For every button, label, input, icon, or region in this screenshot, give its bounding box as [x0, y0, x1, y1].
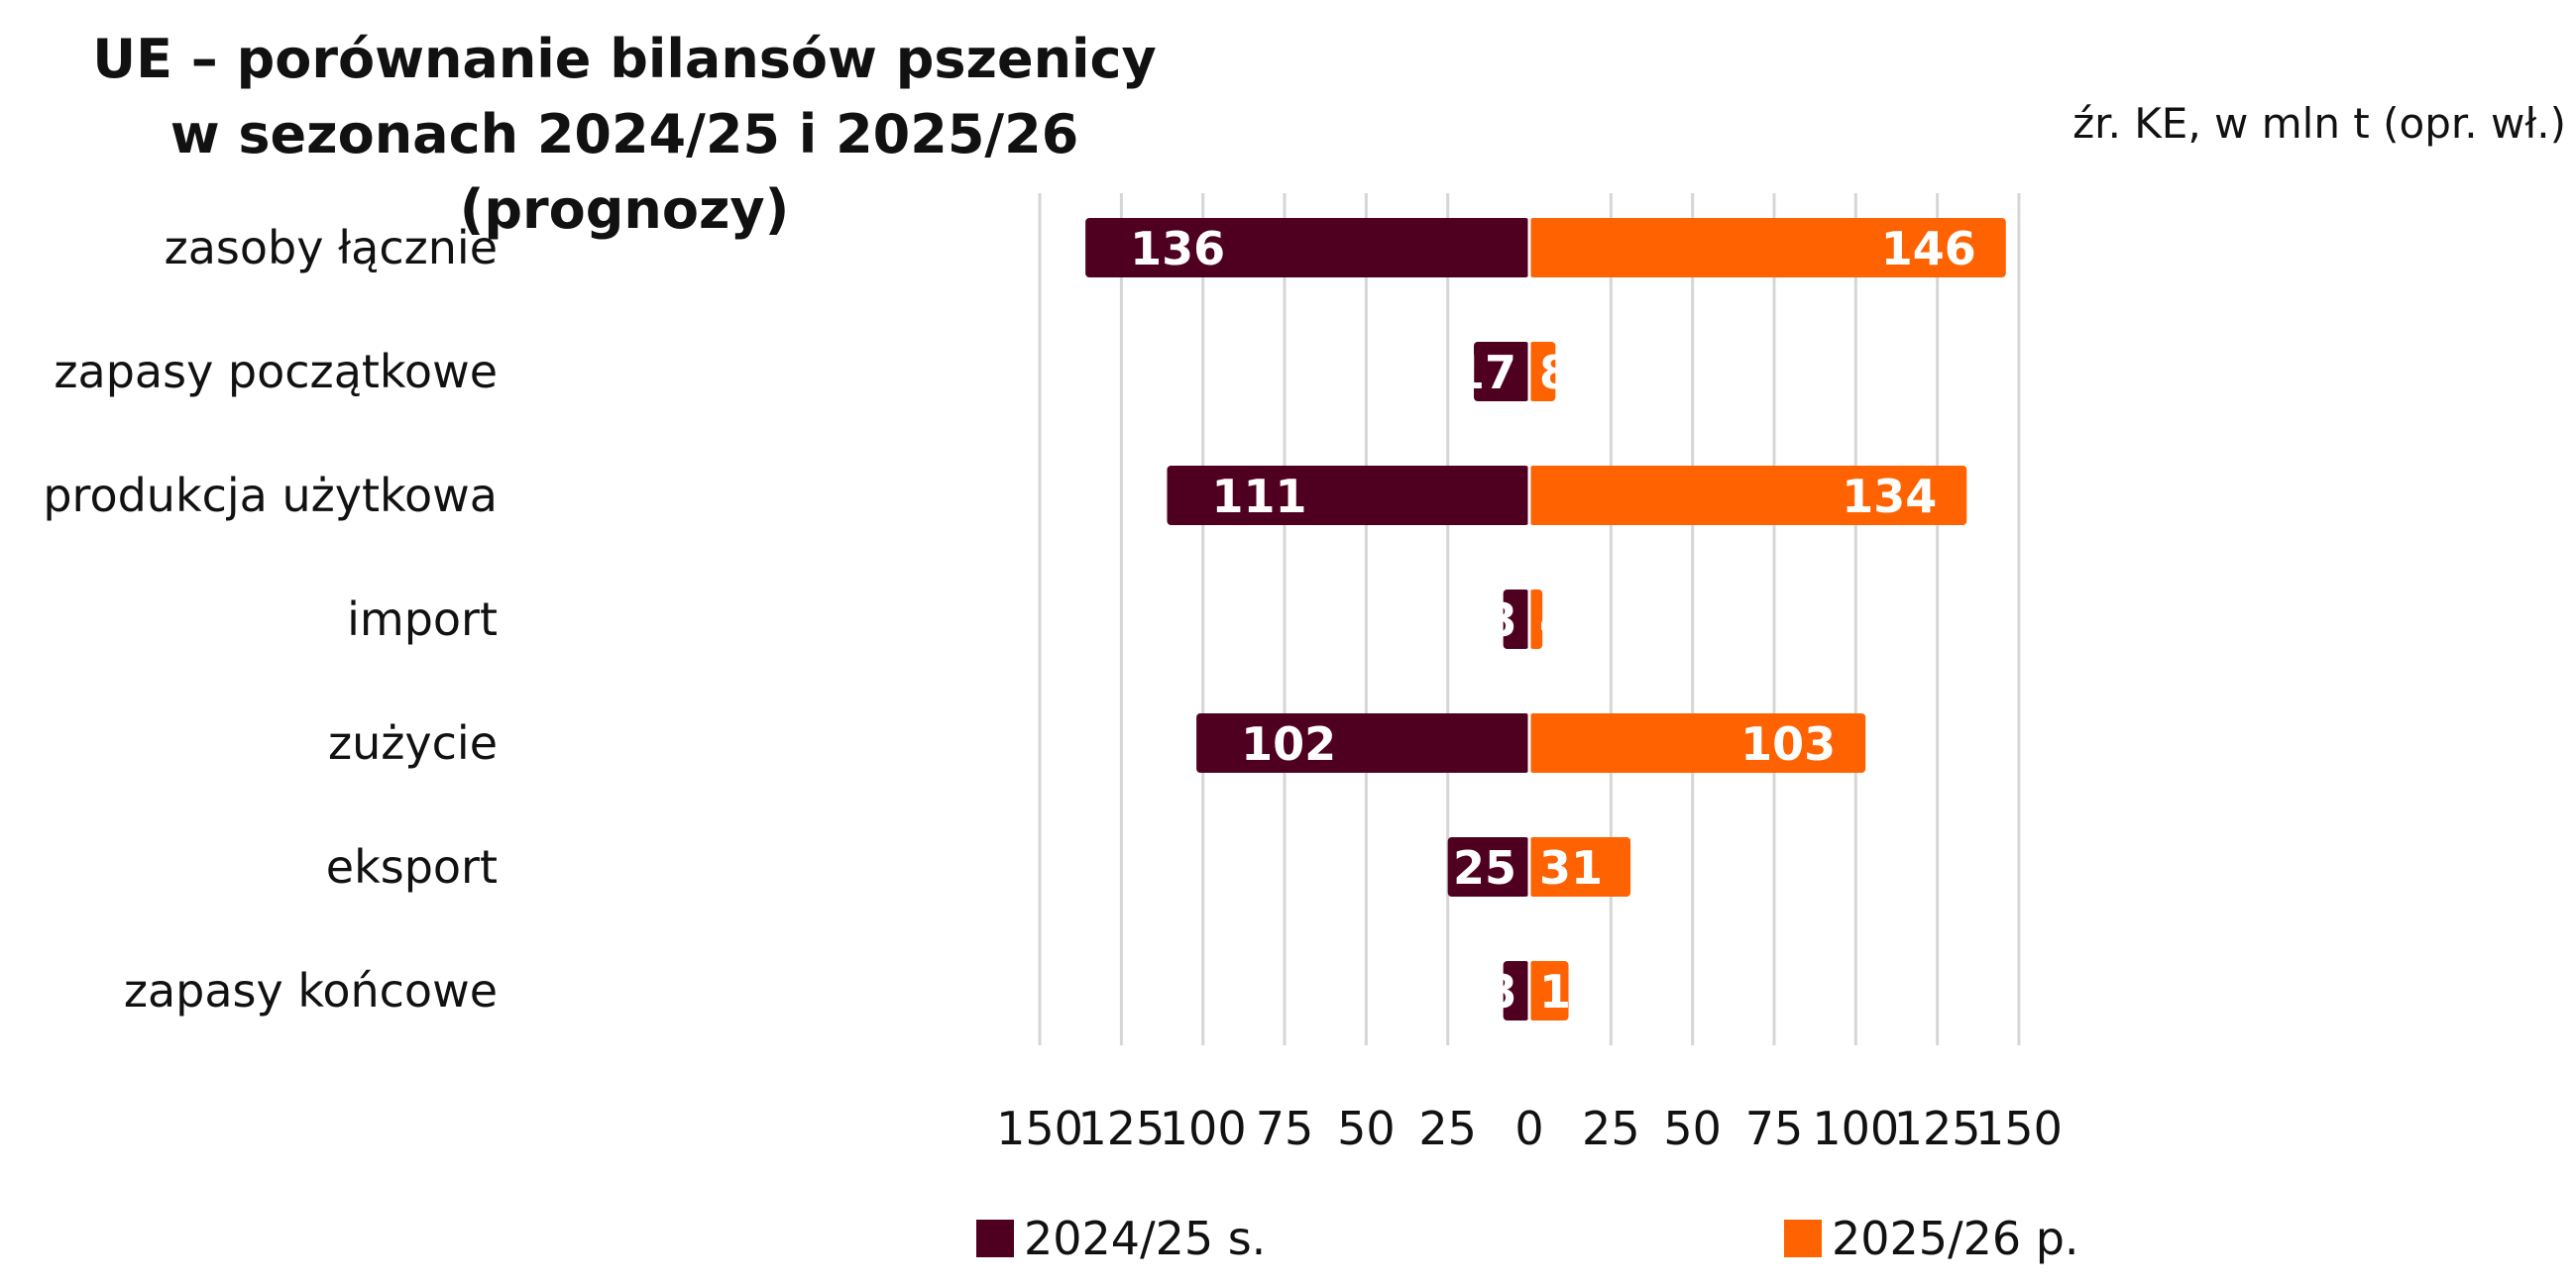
x-tick-label: 125	[1894, 1102, 1981, 1155]
category-label-zapasy-poczatkowe: zapasy początkowe	[54, 345, 498, 398]
x-tick-label: 100	[1812, 1102, 1899, 1155]
category-label-zasoby-lacznie: zasoby łącznie	[165, 221, 498, 274]
legend-swatch-2025-26	[1784, 1220, 1822, 1257]
data-label-2024-25-s-eksport: 25	[1453, 841, 1516, 895]
x-tick-label: 100	[1160, 1102, 1247, 1155]
data-label-2025-26-p-zapasy-poczatkowe: 8	[1539, 346, 1571, 399]
data-label-2024-25-s-zapasy-poczatkowe: 17	[1453, 346, 1516, 399]
bar-2025-26-p-import	[1529, 590, 1543, 649]
data-label-2024-25-s-produkcja-uzytkowa: 111	[1211, 470, 1306, 523]
chart-title-line-1: UE – porównanie bilansów pszenicy	[92, 28, 1157, 90]
bar-2025-26-p-eksport	[1529, 837, 1631, 897]
data-label-2025-26-p-zuzycie: 103	[1740, 717, 1836, 771]
legend-item-2024-25: 2024/25 s.	[976, 1207, 1266, 1270]
bar-2025-26-p-zasoby-lacznie	[1529, 218, 2006, 277]
x-tick-label: 75	[1256, 1102, 1314, 1155]
x-tick-label: 50	[1337, 1102, 1396, 1155]
x-tick-label: 25	[1418, 1102, 1477, 1155]
bar-2025-26-p-zapasy-koncowe	[1529, 961, 1569, 1020]
data-label-2025-26-p-zapasy-koncowe: 12	[1539, 965, 1603, 1019]
category-label-produkcja-uzytkowa: produkcja użytkowa	[43, 469, 498, 522]
category-label-import: import	[347, 592, 498, 646]
legend-label-2025-26: 2025/26 p.	[1832, 1212, 2079, 1265]
x-tick-label: 150	[1975, 1102, 2063, 1155]
category-label-zapasy-koncowe: zapasy końcowe	[124, 964, 498, 1018]
bar-2024-25-s-produkcja-uzytkowa	[1167, 466, 1529, 525]
chart-title-line-2: w sezonach 2024/25 i 2025/26 (prognozy)	[169, 103, 1079, 241]
data-label-2025-26-p-produkcja-uzytkowa: 134	[1842, 470, 1937, 523]
x-tick-label: 125	[1077, 1102, 1165, 1155]
x-tick-label: 25	[1582, 1102, 1640, 1155]
chart-source-note: źr. KE, w mln t (opr. wł.)	[2072, 99, 2566, 148]
x-tick-label: 0	[1514, 1102, 1543, 1155]
bar-2024-25-s-import	[1503, 590, 1529, 649]
bar-2024-25-s-eksport	[1447, 837, 1529, 897]
data-label-2025-26-p-import: 4	[1539, 593, 1571, 647]
legend-label-2024-25: 2024/25 s.	[1024, 1212, 1267, 1265]
data-label-2025-26-p-eksport: 31	[1539, 841, 1603, 895]
category-label-eksport: eksport	[326, 840, 498, 894]
x-tick-label: 75	[1745, 1102, 1804, 1155]
chart-title: UE – porównanie bilansów pszenicy w sezo…	[0, 22, 1249, 248]
data-label-2024-25-s-import: 8	[1485, 593, 1516, 647]
bar-2025-26-p-zapasy-poczatkowe	[1529, 342, 1556, 401]
bar-2025-26-p-zuzycie	[1529, 713, 1866, 773]
bar-2025-26-p-produkcja-uzytkowa	[1529, 466, 1967, 525]
bar-2024-25-s-zuzycie	[1196, 713, 1529, 773]
data-label-2024-25-s-zapasy-koncowe: 8	[1485, 965, 1516, 1019]
data-label-2025-26-p-zasoby-lacznie: 146	[1881, 222, 1976, 275]
category-label-zuzycie: zużycie	[328, 716, 498, 770]
legend-swatch-2024-25	[976, 1220, 1014, 1257]
bar-2024-25-s-zapasy-poczatkowe	[1474, 342, 1529, 401]
x-tick-label: 50	[1663, 1102, 1722, 1155]
data-label-2024-25-s-zuzycie: 102	[1241, 717, 1336, 771]
bar-2024-25-s-zapasy-koncowe	[1503, 961, 1529, 1020]
x-tick-label: 150	[996, 1102, 1083, 1155]
data-label-2024-25-s-zasoby-lacznie: 136	[1130, 222, 1225, 275]
bar-2024-25-s-zasoby-lacznie	[1085, 218, 1529, 277]
legend-item-2025-26: 2025/26 p.	[1784, 1207, 2079, 1270]
